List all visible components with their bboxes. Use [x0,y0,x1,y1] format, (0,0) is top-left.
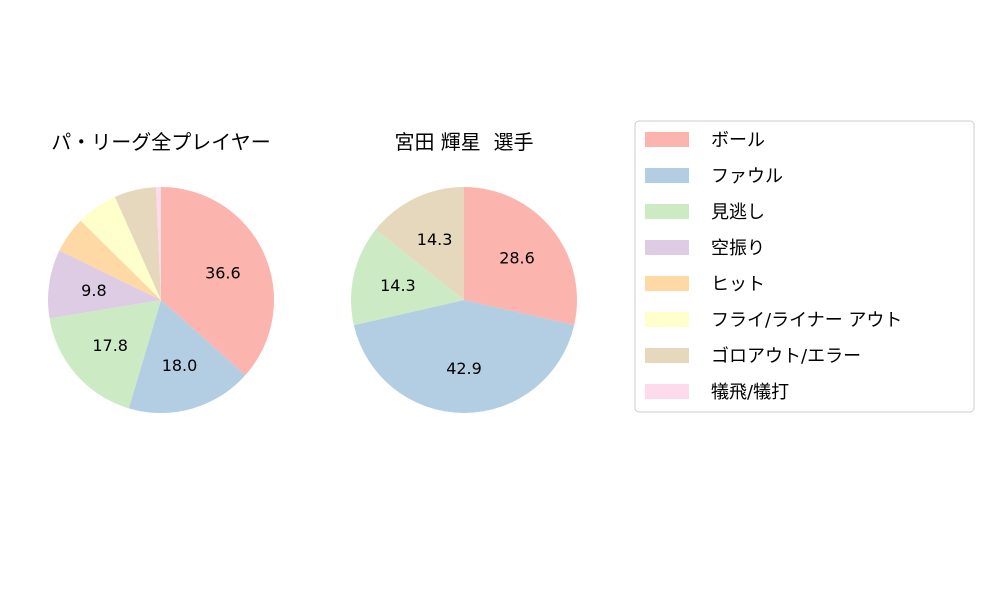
legend-swatch [645,240,689,255]
pie-slice-5 [59,220,162,300]
legend-label: ゴロアウト/エラー [711,346,861,367]
legend-swatch [645,384,689,399]
slice-value-label: 14.3 [380,276,416,295]
legend-swatch [645,348,689,363]
pie-slice-3 [351,229,464,326]
legend-label: ヒット [711,274,765,295]
slice-value-label: 36.6 [205,263,241,282]
pie-slice-2 [128,300,246,413]
pie-slice-4 [47,250,161,319]
legend-label: フライ/ライナー アウト [711,310,902,331]
pie-slice-7 [114,187,161,300]
legend-swatch [645,132,689,147]
pie-slice-1 [464,187,577,326]
pie-slice-3 [49,300,162,409]
legend-label: ファウル [711,166,783,187]
legend-label: ボール [711,130,765,151]
legend-label: 犠飛/犠打 [711,382,789,403]
pie-slice-7 [375,187,464,300]
pie-slice-2 [353,300,575,414]
legend-label: 見逃し [711,202,765,223]
slice-value-label: 18.0 [162,356,198,375]
slice-value-label: 42.9 [446,359,482,378]
slice-value-label: 14.3 [417,230,453,249]
legend-swatch [645,168,689,183]
legend-frame [634,120,975,413]
slice-value-label: 9.8 [81,281,106,300]
pie-slice-8 [156,187,161,300]
slice-value-label: 17.8 [92,336,128,355]
legend-swatch [645,312,689,327]
slice-value-label: 28.6 [499,249,535,268]
pie-chart-player: 宮田 輝星 選手 28.6 42.9 14.3 14.3 [351,130,577,414]
chart-title: パ・リーグ全プレイヤー [51,130,270,154]
legend-swatch [645,276,689,291]
pie-slice-6 [80,196,161,300]
chart-title: 宮田 輝星 選手 [394,130,533,154]
pie-chart-league: パ・リーグ全プレイヤー 36.6 18.0 17.8 9.8 [47,130,274,413]
legend-swatch [645,204,689,219]
legend-label: 空振り [711,238,765,259]
pie-slice-1 [161,187,274,376]
